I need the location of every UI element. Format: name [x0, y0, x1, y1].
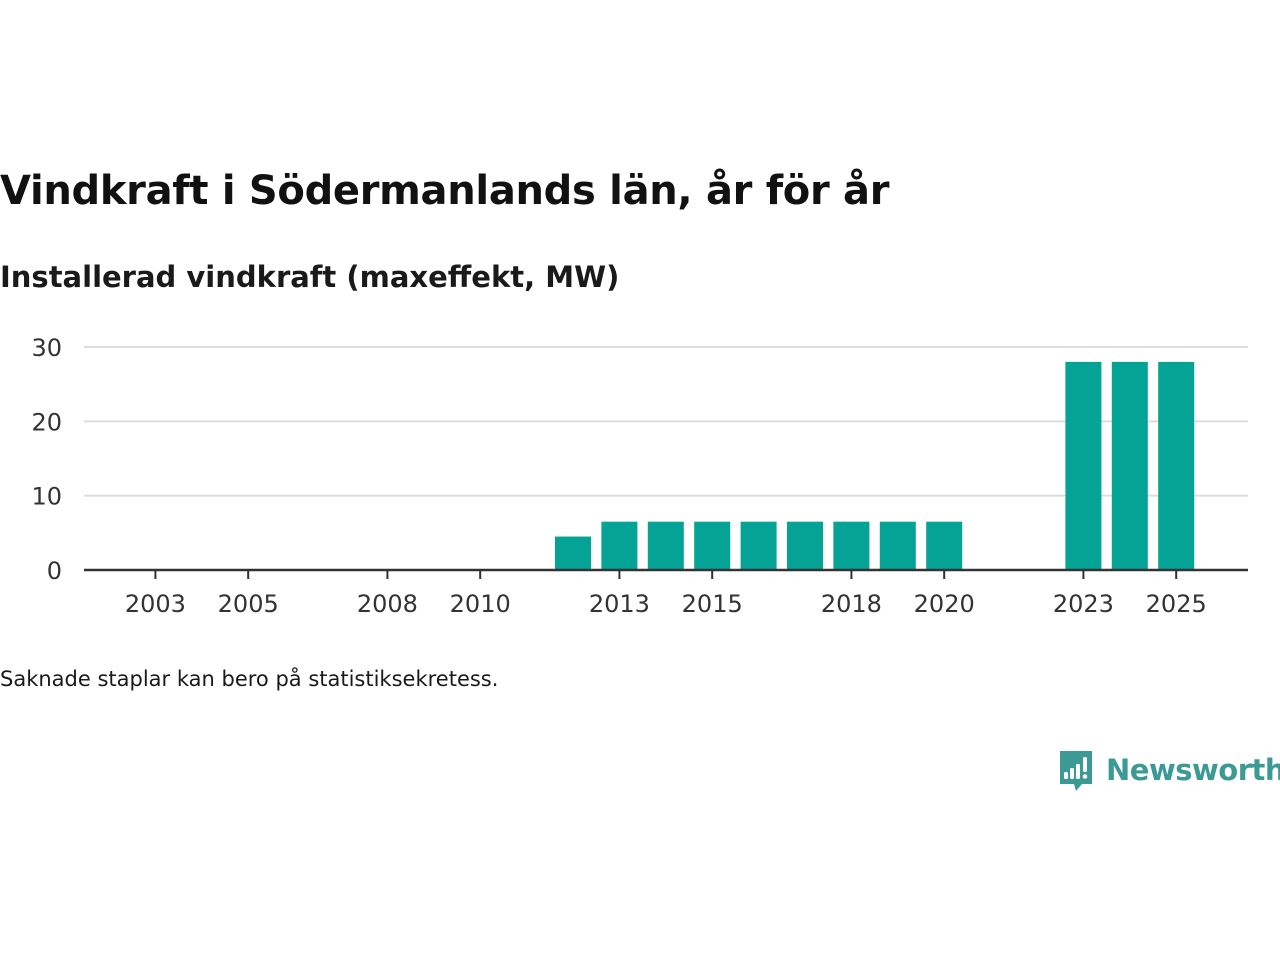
- x-tick-label: 2010: [450, 590, 511, 618]
- bars: [555, 361, 1195, 570]
- x-tick-label: 2003: [125, 590, 186, 618]
- x-tick-label: 2015: [682, 590, 743, 618]
- brand-name: Newsworthy: [1106, 753, 1280, 787]
- y-tick-label: 10: [31, 483, 62, 511]
- bar-2025: [1158, 361, 1195, 570]
- bar-2024: [1111, 361, 1148, 570]
- bar-2012: [555, 536, 591, 570]
- chart-title: Vindkraft i Södermanlands län, år för år: [0, 168, 890, 214]
- y-axis-tick-labels: 0 10 20 30: [31, 334, 62, 585]
- x-tick-label: 2023: [1053, 590, 1114, 618]
- newsworthy-logo-icon: [1060, 751, 1092, 791]
- bar-2018: [833, 521, 870, 570]
- grid-lines: [84, 346, 1248, 497]
- bar-2023: [1065, 361, 1102, 570]
- x-tick-label: 2008: [357, 590, 418, 618]
- bar-2015: [694, 521, 731, 570]
- y-tick-label: 30: [31, 334, 62, 362]
- x-tick-label: 2025: [1146, 590, 1207, 618]
- y-tick-label: 0: [47, 557, 62, 585]
- bar-2013: [601, 521, 638, 570]
- x-tick-label: 2013: [589, 590, 650, 618]
- bar-2014: [647, 521, 684, 570]
- x-tick-label: 2020: [914, 590, 975, 618]
- bar-chart: 0 10 20 30 2003 2005 2008 2010 2013 2015 2018 2020…: [31, 334, 1248, 618]
- x-tick-label: 2005: [218, 590, 279, 618]
- brand: Newsworthy: [1058, 748, 1280, 792]
- bar-2016: [740, 521, 777, 570]
- x-axis: [84, 568, 1248, 579]
- bar-2020: [926, 521, 963, 570]
- chart-subtitle: Installerad vindkraft (maxeffekt, MW): [0, 260, 620, 294]
- bar-2019: [879, 521, 916, 570]
- bar-2017: [787, 521, 823, 570]
- footnote: Saknade staplar kan bero på statistiksek…: [0, 667, 499, 691]
- y-tick-label: 20: [31, 408, 62, 436]
- x-axis-tick-labels: 2003 2005 2008 2010 2013 2015 2018 2020 2023 2025: [125, 590, 1207, 618]
- x-tick-label: 2018: [821, 590, 882, 618]
